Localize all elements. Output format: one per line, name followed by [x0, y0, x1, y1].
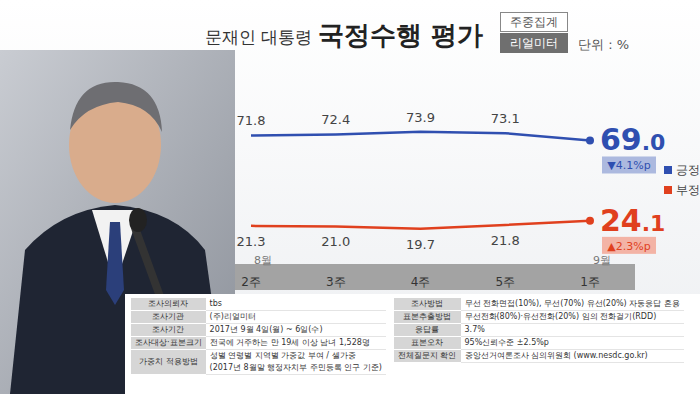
html-text:단위 : %: 단위 : % — [578, 37, 629, 52]
html-text:중앙선거여론조사 심의위원회 (www.nesdc.go.k: 중앙선거여론조사 심의위원회 (www.nesdc.go.kr) — [464, 351, 648, 360]
svg-text:8월: 8월 — [254, 254, 272, 267]
svg-text:4주: 4주 — [411, 275, 431, 289]
svg-text:24.1: 24.1 — [600, 203, 665, 238]
html-text:리얼미터: 리얼미터 — [510, 36, 558, 50]
html-text:조사의뢰자: 조사의뢰자 — [148, 299, 189, 308]
svg-text:1주: 1주 — [580, 275, 600, 289]
html-text:성별 연령별 지역별 가중값 부여 / 셀가중: 성별 연령별 지역별 가중값 부여 / 셀가중 — [209, 351, 356, 360]
html-text:무선 전화면접(10%), 무선(70%) 유선(20%): 무선 전화면접(10%), 무선(70%) 유선(20%) 자동응답 혼용 — [464, 299, 680, 308]
svg-text:2주: 2주 — [241, 275, 261, 289]
html-text:3.7%: 3.7% — [464, 325, 485, 334]
html-text:(주)리얼미터: (주)리얼미터 — [209, 312, 256, 321]
svg-text:72.4: 72.4 — [321, 112, 350, 127]
html-text:조사방법: 조사방법 — [411, 299, 444, 308]
svg-text:3주: 3주 — [326, 275, 346, 289]
svg-text:▲2.3%p: ▲2.3%p — [607, 240, 650, 253]
svg-text:71.8: 71.8 — [237, 113, 266, 128]
svg-text:21.8: 21.8 — [491, 233, 520, 248]
html-text:표본오차: 표본오차 — [411, 338, 444, 347]
html-text:조사기관: 조사기관 — [152, 312, 185, 321]
html-text:조사기간: 조사기간 — [152, 325, 185, 334]
svg-text:5주: 5주 — [495, 275, 515, 289]
html-text:부정: 부정 — [676, 182, 700, 197]
html-text:조사대상·표본크기: 조사대상·표본크기 — [135, 338, 202, 347]
html-text:문재인 대통령 국정수행 평가: 문재인 대통령 국정수행 평가 — [205, 20, 484, 50]
html-text:무선전화(80%)·유선전화(20%) 임의 전화걸기(RD: 무선전화(80%)·유선전화(20%) 임의 전화걸기(RDD) — [464, 312, 657, 321]
html-text:응답률: 응답률 — [415, 325, 440, 334]
html-text:전국에 거주하는 만 19세 이상 남녀 1,528명: 전국에 거주하는 만 19세 이상 남녀 1,528명 — [209, 338, 370, 347]
html-text:95%신뢰수준 ±2.5%p: 95%신뢰수준 ±2.5%p — [464, 338, 549, 347]
svg-text:21.0: 21.0 — [321, 234, 350, 249]
svg-text:69.0: 69.0 — [600, 122, 665, 157]
svg-text:19.7: 19.7 — [406, 237, 435, 252]
html-text:가중치 적용방법: 가중치 적용방법 — [139, 357, 198, 366]
svg-text:▼4.1%p: ▼4.1%p — [607, 159, 650, 172]
svg-text:73.1: 73.1 — [491, 111, 520, 126]
html-text:주중집계: 주중집계 — [510, 15, 558, 29]
html-text:(2017년 8월말 행정자치부 주민등록 인구 기준): (2017년 8월말 행정자치부 주민등록 인구 기준) — [209, 363, 382, 372]
svg-text:73.9: 73.9 — [406, 110, 435, 125]
html-text:긍정: 긍정 — [676, 162, 700, 177]
html-text:tbs: tbs — [209, 299, 222, 308]
html-text:표본추출방법: 표본추출방법 — [403, 312, 452, 321]
svg-text:9월: 9월 — [593, 254, 611, 267]
html-text:전체질문지 확인: 전체질문지 확인 — [398, 351, 457, 360]
html-text:2017년 9월 4일(월) ~ 6일(수): 2017년 9월 4일(월) ~ 6일(수) — [209, 325, 323, 334]
svg-text:21.3: 21.3 — [237, 234, 266, 249]
